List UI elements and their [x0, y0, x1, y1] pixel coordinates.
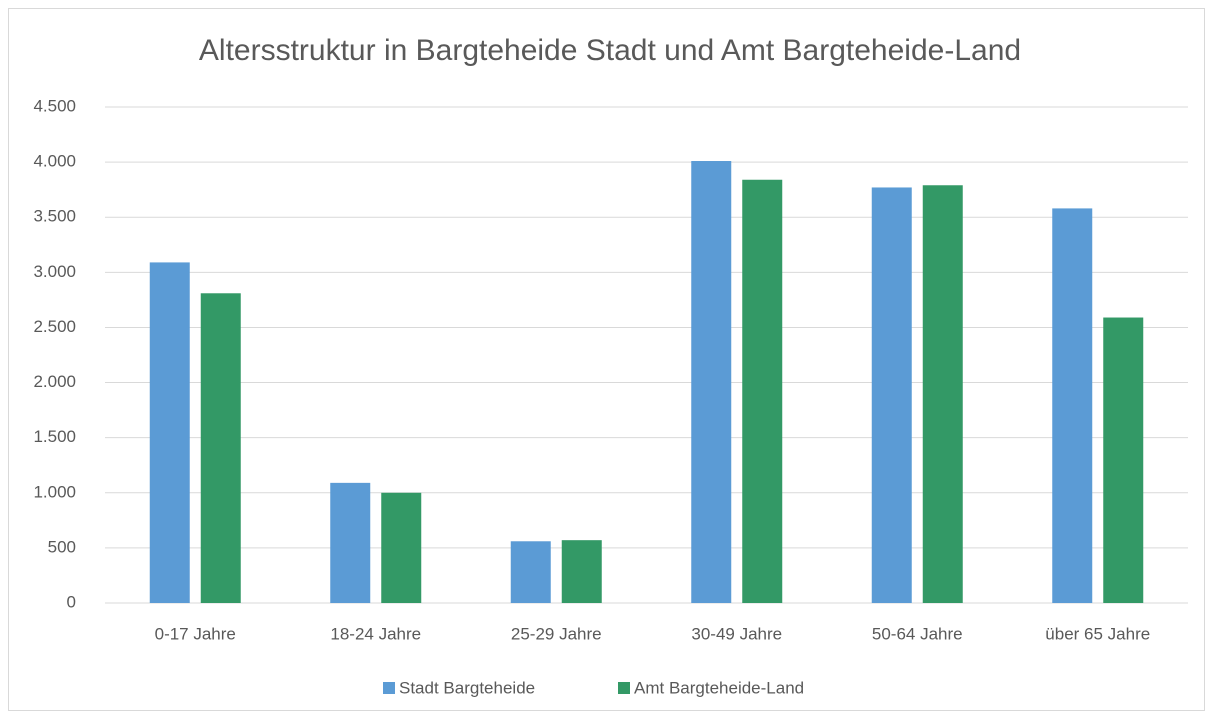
- bar: [1052, 208, 1093, 603]
- y-tick-label: 1.000: [33, 482, 76, 501]
- x-tick-label: über 65 Jahre: [1045, 624, 1150, 643]
- y-tick-label: 3.000: [33, 262, 76, 281]
- x-tick-label: 18-24 Jahre: [330, 624, 421, 643]
- legend-swatch: [618, 682, 630, 694]
- y-tick-label: 0: [67, 592, 76, 611]
- y-tick-label: 1.500: [33, 427, 76, 446]
- bar: [510, 541, 551, 603]
- bar: [330, 482, 371, 603]
- y-tick-label: 2.500: [33, 317, 76, 336]
- bar: [1103, 317, 1144, 603]
- bar: [149, 262, 190, 603]
- y-tick-label: 2.000: [33, 372, 76, 391]
- x-tick-label: 50-64 Jahre: [872, 624, 963, 643]
- y-tick-label: 500: [48, 537, 76, 556]
- bar: [691, 161, 732, 603]
- bar: [561, 540, 602, 603]
- bar: [200, 293, 241, 603]
- bar: [922, 185, 963, 603]
- x-tick-label: 25-29 Jahre: [511, 624, 602, 643]
- x-tick-label: 30-49 Jahre: [691, 624, 782, 643]
- legend-label: Stadt Bargteheide: [399, 678, 535, 697]
- bar: [381, 492, 422, 603]
- bar: [742, 179, 783, 603]
- chart-title: Altersstruktur in Bargteheide Stadt und …: [199, 34, 1021, 67]
- y-tick-label: 4.500: [33, 96, 76, 115]
- x-tick-label: 0-17 Jahre: [155, 624, 236, 643]
- y-tick-label: 3.500: [33, 207, 76, 226]
- legend-swatch: [383, 682, 395, 694]
- legend-label: Amt Bargteheide-Land: [634, 678, 804, 697]
- y-tick-label: 4.000: [33, 152, 76, 171]
- bar: [871, 187, 912, 603]
